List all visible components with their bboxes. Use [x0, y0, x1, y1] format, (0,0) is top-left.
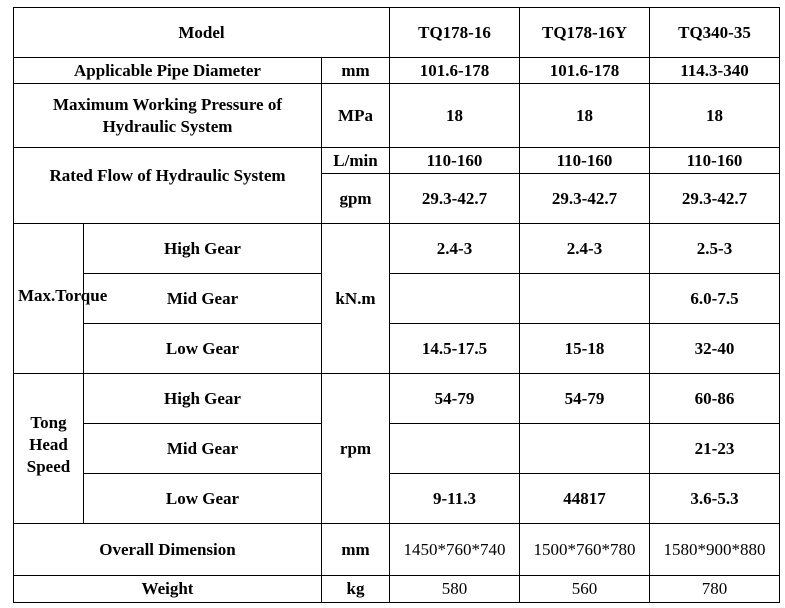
speed-mid-row: Mid Gear 21-23: [14, 423, 780, 474]
dimension-value-1: 1450*760*740: [389, 523, 520, 576]
torque-high-row: Max.Torque High Gear kN.m 2.4-3 2.4-3 2.…: [13, 223, 780, 374]
pressure-row: Maximum Working Pressure of Hydraulic Sy…: [13, 83, 780, 148]
pressure-value-2: 18: [519, 83, 650, 148]
pressure-label: Maximum Working Pressure of Hydraulic Sy…: [13, 83, 322, 148]
dimension-value-2: 1500*760*780: [519, 523, 650, 576]
speed-label-line-1: Tong: [30, 412, 67, 432]
model-name-1: TQ178-16: [389, 7, 520, 58]
torque-low-value-2: 15-18: [519, 323, 650, 374]
torque-mid-value-3: 6.0-7.5: [649, 273, 780, 324]
flow-label-cell: Rated Flow of Hydraulic System: [13, 147, 322, 224]
speed-mid-value-3: 21-23: [649, 423, 780, 474]
torque-mid-row: Mid Gear 6.0-7.5: [14, 273, 780, 324]
torque-label-cell: Max.Torque: [13, 223, 107, 374]
spec-table-container: Model TQ178-16 TQ178-16Y TQ340-35 Applic…: [13, 7, 780, 603]
pressure-value-3: 18: [649, 83, 780, 148]
flow-unit-gpm: gpm: [321, 173, 390, 224]
speed-gear-mid: Mid Gear: [83, 423, 322, 474]
flow-lmin-value-1: 110-160: [389, 147, 520, 174]
pipe-row: Applicable Pipe Diameter mm 101.6-178 10…: [13, 57, 780, 84]
weight-row: Weight kg 580 560 780: [13, 575, 780, 603]
speed-high-value-3: 60-86: [649, 373, 780, 424]
weight-value-3: 780: [649, 575, 780, 603]
weight-unit: kg: [321, 575, 390, 603]
weight-label: Weight: [13, 575, 322, 603]
dimension-label: Overall Dimension: [13, 523, 322, 576]
flow-lmin-value-2: 110-160: [519, 147, 650, 174]
torque-high-value-3: 2.5-3: [649, 223, 780, 274]
speed-label-line-3: Speed: [26, 456, 71, 476]
dimension-unit: mm: [321, 523, 390, 576]
flow-gpm-row: gpm 29.3-42.7 29.3-42.7 29.3-42.7: [14, 173, 780, 224]
speed-high-value-1: 54-79: [389, 373, 520, 424]
torque-unit: kN.m: [321, 223, 390, 374]
speed-label-cell: Tong Head Speed: [13, 373, 84, 524]
torque-high-value-2: 2.4-3: [519, 223, 650, 274]
flow-gpm-value-2: 29.3-42.7: [519, 173, 650, 224]
pipe-unit: mm: [321, 57, 390, 84]
dimension-value-3: 1580*900*880: [649, 523, 780, 576]
pipe-value-2: 101.6-178: [519, 57, 650, 84]
torque-low-value-1: 14.5-17.5: [389, 323, 520, 374]
flow-unit-lmin: L/min: [321, 147, 390, 174]
torque-mid-value-1: [389, 273, 520, 324]
model-name-3: TQ340-35: [649, 7, 780, 58]
header-row: Model TQ178-16 TQ178-16Y TQ340-35: [13, 7, 780, 58]
pipe-label: Applicable Pipe Diameter: [13, 57, 322, 84]
pipe-value-3: 114.3-340: [649, 57, 780, 84]
torque-label: Max.Torque: [18, 285, 108, 305]
speed-high-value-2: 54-79: [519, 373, 650, 424]
torque-low-row: Low Gear 14.5-17.5 15-18 32-40: [14, 323, 780, 374]
speed-low-value-1: 9-11.3: [389, 473, 520, 524]
speed-gear-high: High Gear: [83, 373, 322, 424]
speed-low-value-3: 3.6-5.3: [649, 473, 780, 524]
speed-low-row: Low Gear 9-11.3 44817 3.6-5.3: [14, 473, 780, 524]
torque-low-value-3: 32-40: [649, 323, 780, 374]
speed-label-line-2: Head: [29, 434, 68, 454]
pipe-value-1: 101.6-178: [389, 57, 520, 84]
model-name-2: TQ178-16Y: [519, 7, 650, 58]
flow-label: Rated Flow of Hydraulic System: [49, 165, 286, 185]
flow-lmin-row: Rated Flow of Hydraulic System L/min 110…: [13, 147, 780, 224]
flow-gpm-value-3: 29.3-42.7: [649, 173, 780, 224]
speed-high-row: Tong Head Speed High Gear rpm 54-79 54-7…: [13, 373, 780, 524]
speed-low-value-2: 44817: [519, 473, 650, 524]
speed-mid-value-2: [519, 423, 650, 474]
speed-mid-value-1: [389, 423, 520, 474]
torque-mid-value-2: [519, 273, 650, 324]
pressure-value-1: 18: [389, 83, 520, 148]
torque-gear-low: Low Gear: [83, 323, 322, 374]
torque-high-value-1: 2.4-3: [389, 223, 520, 274]
torque-gear-mid: Mid Gear: [83, 273, 322, 324]
speed-label: Tong Head Speed: [27, 412, 70, 478]
torque-gear-high: High Gear: [83, 223, 322, 274]
speed-unit: rpm: [321, 373, 390, 524]
model-header: Model: [13, 7, 390, 58]
dimension-row: Overall Dimension mm 1450*760*740 1500*7…: [13, 523, 780, 576]
flow-lmin-value-3: 110-160: [649, 147, 780, 174]
weight-value-1: 580: [389, 575, 520, 603]
pressure-unit: MPa: [321, 83, 390, 148]
weight-value-2: 560: [519, 575, 650, 603]
flow-gpm-value-1: 29.3-42.7: [389, 173, 520, 224]
spec-table: Model TQ178-16 TQ178-16Y TQ340-35 Applic…: [13, 7, 780, 603]
speed-gear-low: Low Gear: [83, 473, 322, 524]
